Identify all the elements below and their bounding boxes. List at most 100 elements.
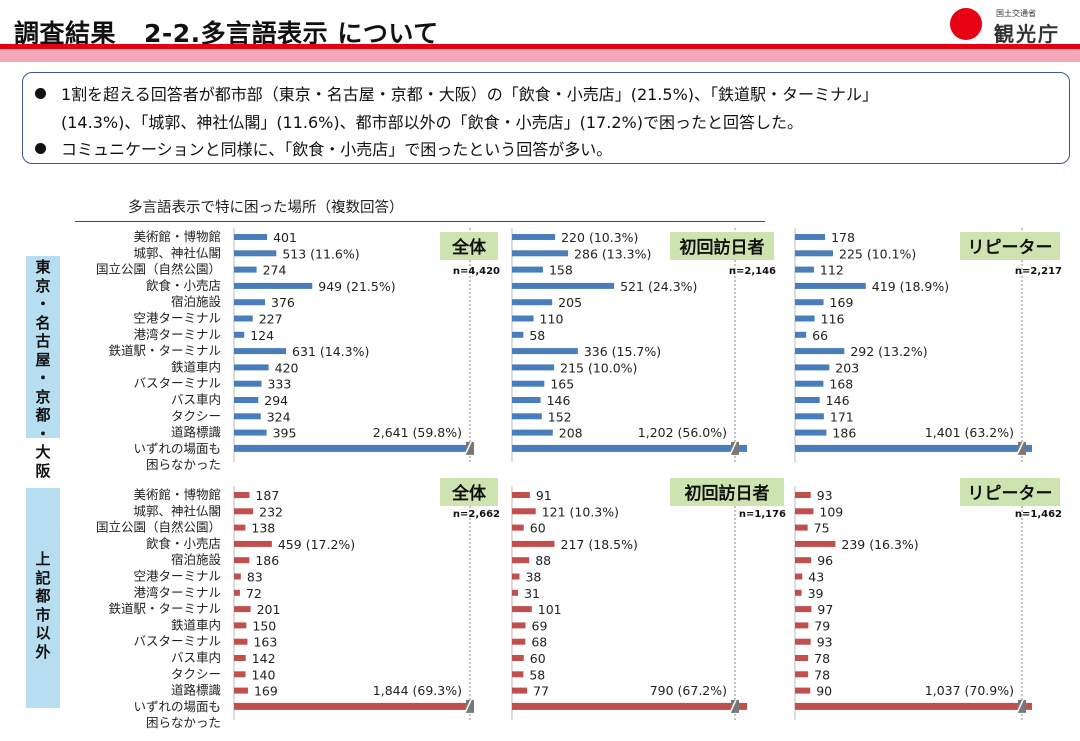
value-label: 69 xyxy=(532,618,548,633)
sample-size-label: n=4,420 xyxy=(453,266,500,277)
sample-size-label: n=1,462 xyxy=(1015,509,1062,520)
category-label: 港湾ターミナル xyxy=(133,327,221,342)
value-label: 77 xyxy=(533,684,549,699)
bar xyxy=(234,557,250,564)
value-label: 286 (13.3%) xyxy=(574,246,651,261)
bar xyxy=(512,573,520,580)
sidebar-char: 記 xyxy=(35,568,51,587)
bar xyxy=(512,444,747,452)
category-label: 飲食・小売店 xyxy=(146,278,221,293)
value-label: 631 (14.3%) xyxy=(292,344,369,359)
value-label: 1,037 (70.9%) xyxy=(925,683,1014,698)
bar xyxy=(795,702,1032,710)
summary-line-3: コミュニケーションと同様に、「飲食・小売店」で困ったという回答が多い。 xyxy=(61,140,613,159)
value-label: 419 (18.9%) xyxy=(872,279,949,294)
axis-break-marker xyxy=(466,441,474,455)
bar xyxy=(795,282,866,289)
value-label: 168 xyxy=(829,377,853,392)
bar xyxy=(234,508,254,515)
sample-size-label: n=1,176 xyxy=(739,509,786,520)
summary-box: 1割を超える回答者が都市部（東京・名古屋・京都・大阪）の「飲食・小売店」(21.… xyxy=(22,72,1070,164)
sidebar-char: 京 xyxy=(35,387,51,406)
sample-size-label: n=2,146 xyxy=(729,266,776,277)
bar xyxy=(512,702,747,710)
bar xyxy=(234,444,473,452)
category-label: バス車内 xyxy=(171,392,221,407)
category-label: バスターミナル xyxy=(133,376,221,391)
value-label: 83 xyxy=(247,570,263,585)
value-label: 333 xyxy=(267,377,291,392)
value-label: 169 xyxy=(254,684,278,699)
value-label: 401 xyxy=(273,230,297,245)
value-label: 790 (67.2%) xyxy=(650,683,727,698)
bar xyxy=(512,687,528,694)
bar xyxy=(234,331,245,338)
bar xyxy=(234,687,248,694)
value-label: 336 (15.7%) xyxy=(584,344,661,359)
sidebar-char: 外 xyxy=(35,642,51,661)
value-label: 88 xyxy=(535,553,551,568)
value-label: 146 xyxy=(547,393,571,408)
bar xyxy=(795,397,820,403)
page-title: 調査結果 2-2.多言語表示 について xyxy=(14,14,439,50)
bar xyxy=(512,671,524,678)
value-label: 395 xyxy=(273,426,297,441)
category-label: 城郭、神社仏閣 xyxy=(133,503,221,518)
bar xyxy=(234,429,267,436)
bar xyxy=(234,348,287,355)
value-label: 158 xyxy=(549,263,573,278)
value-label: 324 xyxy=(267,409,291,424)
value-label: 93 xyxy=(817,488,833,503)
group-label-box xyxy=(670,478,784,506)
bar xyxy=(234,364,269,371)
sidebar-char: 名 xyxy=(35,313,51,332)
bar xyxy=(795,364,830,371)
category-label: 空港ターミナル xyxy=(133,569,221,584)
value-label: 225 (10.1%) xyxy=(839,246,916,261)
category-label: 宿泊施設 xyxy=(171,552,222,567)
value-label: 138 xyxy=(251,521,275,536)
value-label: 152 xyxy=(548,409,572,424)
value-label: 78 xyxy=(814,651,830,666)
bar xyxy=(795,429,827,436)
bar xyxy=(234,234,268,240)
value-label: 142 xyxy=(252,651,276,666)
bar xyxy=(234,671,246,678)
bar xyxy=(512,348,578,355)
bar xyxy=(512,315,534,322)
value-label: 220 (10.3%) xyxy=(561,230,638,245)
sidebar-char: 市 xyxy=(35,605,51,624)
sidebar-char: 京 xyxy=(35,276,51,295)
category-label: タクシー xyxy=(171,666,221,681)
bar xyxy=(795,524,808,531)
axis-break-marker xyxy=(466,699,474,713)
category-label: 美術館・博物館 xyxy=(133,487,221,502)
bar xyxy=(795,671,809,678)
value-label: 215 (10.0%) xyxy=(560,360,637,375)
group-label: 初回訪日者 xyxy=(680,237,765,258)
value-label: 2,641 (59.8%) xyxy=(373,425,462,440)
bar xyxy=(512,250,569,257)
value-label: 91 xyxy=(536,488,552,503)
value-label: 58 xyxy=(529,667,545,682)
value-label: 294 xyxy=(264,393,288,408)
category-label: 鉄道車内 xyxy=(171,617,221,632)
category-label: タクシー xyxy=(171,408,221,423)
value-label: 274 xyxy=(263,263,287,278)
sample-size-label: n=2,217 xyxy=(1015,266,1062,277)
category-label: 国立公園（自然公園） xyxy=(96,520,221,535)
bar xyxy=(512,299,553,306)
group-label-box xyxy=(960,232,1060,260)
category-label: 国立公園（自然公園） xyxy=(96,262,221,277)
bar xyxy=(795,540,836,547)
group-label: リピーター xyxy=(968,238,1053,258)
category-label: バスターミナル xyxy=(133,634,221,649)
bar xyxy=(512,622,526,629)
value-label: 513 (11.6%) xyxy=(282,246,359,261)
bar xyxy=(795,315,815,322)
sidebar-char: 古 xyxy=(35,332,51,350)
bar xyxy=(795,331,807,338)
value-label: 97 xyxy=(817,602,833,617)
bar xyxy=(234,413,261,420)
